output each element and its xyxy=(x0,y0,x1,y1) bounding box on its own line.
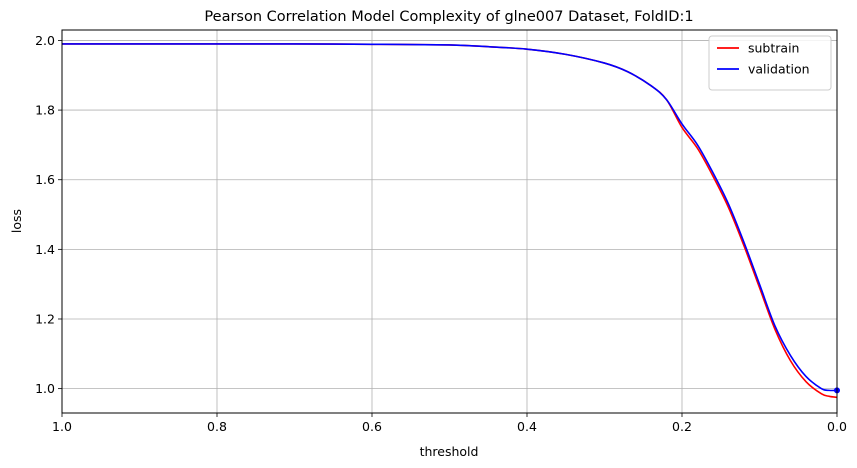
x-tick-label: 0.8 xyxy=(207,419,227,434)
y-tick-label: 2.0 xyxy=(35,33,55,48)
x-tick-label: 0.0 xyxy=(827,419,847,434)
series-line-validation xyxy=(61,43,838,392)
y-tick-label: 1.4 xyxy=(35,242,55,257)
x-axis-label: threshold xyxy=(420,444,479,459)
y-tick-label: 1.2 xyxy=(35,311,55,326)
legend-box xyxy=(708,35,832,91)
x-tick-label: 0.6 xyxy=(362,419,382,434)
y-tick-label: 1.8 xyxy=(35,103,55,118)
y-axis-label: loss xyxy=(9,209,24,233)
series-line-subtrain xyxy=(61,43,838,399)
legend: subtrain validation xyxy=(708,35,832,91)
x-tick-label: 0.4 xyxy=(517,419,537,434)
plot-frame xyxy=(61,29,838,414)
x-tick-label: 1.0 xyxy=(52,419,72,434)
x-tick-label: 0.2 xyxy=(672,419,692,434)
series-group xyxy=(61,43,840,399)
legend-label-validation: validation xyxy=(748,62,810,77)
chart-title: Pearson Correlation Model Complexity of … xyxy=(204,9,693,25)
y-tick-label: 1.6 xyxy=(35,172,55,187)
ticks: 1.0 0.8 0.6 0.4 0.2 0.0 1.0 1.2 1.4 1.6 1.8 2.0 xyxy=(35,33,847,434)
legend-label-subtrain: subtrain xyxy=(748,41,799,56)
y-tick-label: 1.0 xyxy=(35,381,55,396)
